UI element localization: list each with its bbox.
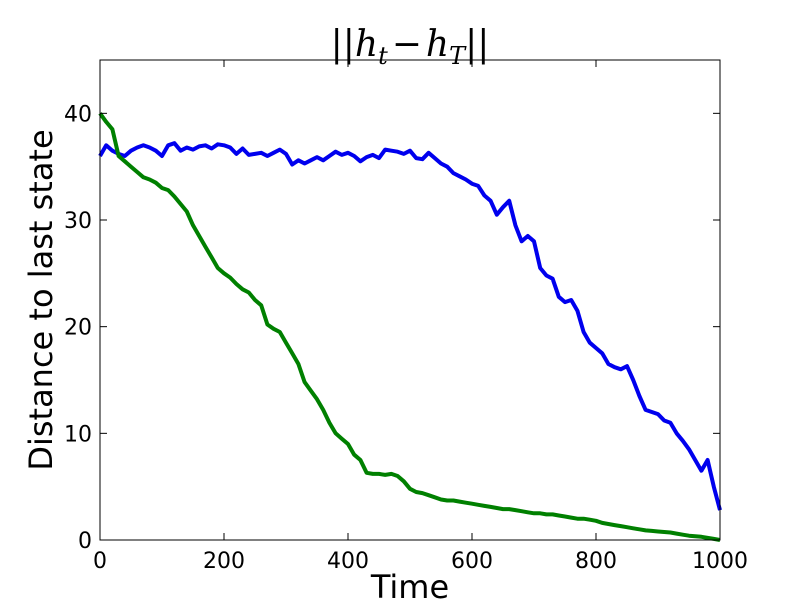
x-tick-label: 600 (451, 549, 493, 574)
x-axis-label: Time (370, 568, 449, 600)
series-line-1 (98, 141, 722, 511)
chart-title: ||ht − hT|| (331, 24, 490, 70)
plot-frame (99, 59, 721, 541)
x-tick-label: 0 (93, 549, 107, 574)
x-tick-label: 1000 (692, 549, 748, 574)
y-axis-label: Distance to last state (22, 129, 60, 470)
ticks-layer: 0 200 400 600 800 1000 0 10 20 30 40 (64, 60, 748, 574)
x-tick-label: 400 (327, 549, 369, 574)
x-tick-label: 200 (203, 549, 245, 574)
y-tick-label: 10 (64, 422, 92, 447)
series-layer (98, 112, 722, 542)
y-tick-label: 40 (64, 102, 92, 127)
y-tick-label: 20 (64, 316, 92, 341)
y-tick-label: 30 (64, 209, 92, 234)
y-tick-label: 0 (78, 529, 92, 554)
series-line-2 (98, 112, 721, 542)
x-tick-label: 800 (575, 549, 617, 574)
